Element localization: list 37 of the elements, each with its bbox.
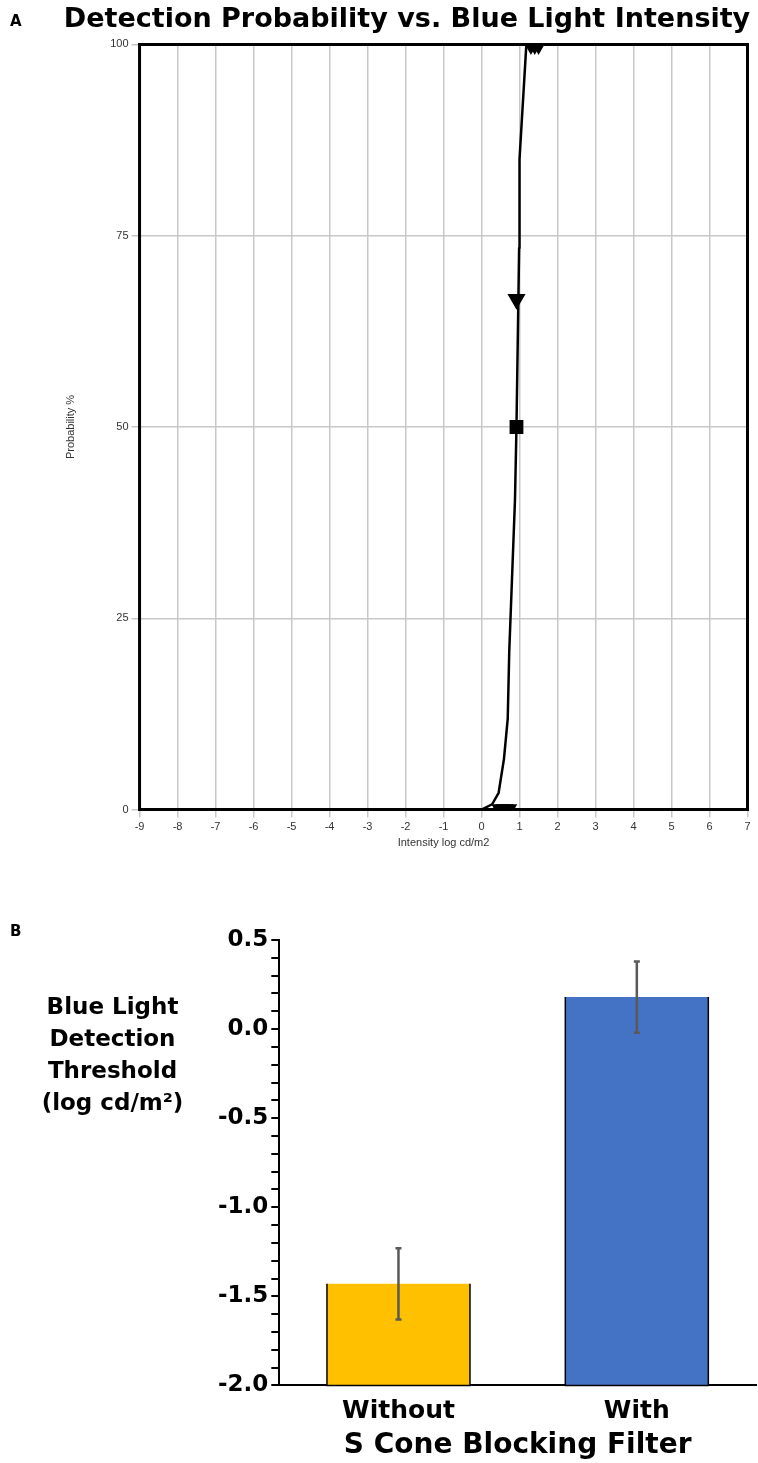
- x-tick-label: 2: [554, 820, 561, 833]
- x-axis-title: S Cone Blocking Filter: [343, 1427, 692, 1461]
- x-tick-label: -3: [362, 820, 373, 833]
- x-tick-label: With: [603, 1394, 670, 1424]
- x-tick-label: -1: [438, 820, 449, 833]
- y-tick-label: 75: [116, 228, 129, 241]
- x-tick-label: Without: [342, 1394, 455, 1424]
- x-tick-label: 0: [478, 820, 485, 833]
- x-tick-label: -2: [400, 820, 411, 833]
- y-tick-label: -1.5: [217, 1281, 269, 1308]
- x-tick-label: 1: [516, 820, 523, 833]
- x-tick-label: -8: [172, 820, 183, 833]
- y-axis-title: Probability %: [63, 394, 76, 460]
- y-tick-label: -1.0: [217, 1192, 269, 1219]
- x-tick-label: 6: [706, 820, 713, 833]
- y-tick-label: 0: [122, 802, 129, 815]
- x-tick-label: -7: [210, 820, 221, 833]
- x-tick-label: -9: [134, 820, 145, 833]
- y-tick-label: 25: [116, 611, 129, 624]
- x-tick-label: -6: [248, 820, 259, 833]
- chart-title: Detection Probability vs. Blue Light Intensity: [63, 2, 751, 34]
- x-tick-label: 5: [668, 820, 675, 833]
- x-tick-label: 4: [630, 820, 637, 833]
- x-tick-label: 7: [744, 820, 751, 833]
- y-tick-label: 50: [116, 420, 129, 433]
- x-tick-label: 3: [592, 820, 599, 833]
- text: A: [10, 12, 22, 30]
- text: B: [10, 922, 22, 940]
- y-tick-label: 0.0: [227, 1014, 269, 1041]
- y-tick-label: 100: [110, 37, 129, 50]
- y-tick-label: -2.0: [217, 1370, 269, 1397]
- x-tick-label: -4: [324, 820, 335, 833]
- x-axis-title: Intensity log cd/m2: [397, 836, 490, 849]
- x-tick-label: -5: [286, 820, 297, 833]
- y-tick-label: -0.5: [217, 1103, 269, 1130]
- y-tick-label: 0.5: [227, 924, 269, 951]
- y-axis-title: Blue Light Detection Threshold (log cd/m²): [40, 992, 185, 1117]
